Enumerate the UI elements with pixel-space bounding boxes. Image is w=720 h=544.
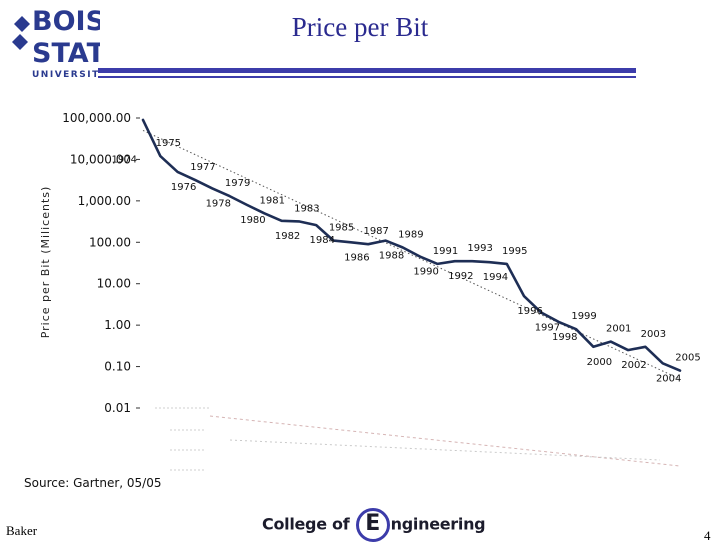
year-data-label: 1982 [275,231,300,242]
header-rule-thick [98,68,636,73]
year-data-label: 1984 [309,235,334,246]
year-data-label: 1985 [329,223,354,234]
logo-word-bottom: UNIVERSITY [32,70,100,80]
year-data-label: 1995 [502,246,527,257]
y-tick-label: 1.00 [104,318,131,332]
college-prefix: College of [262,514,350,534]
year-data-label: 1999 [571,311,596,322]
year-data-label: 1997 [535,323,560,334]
year-data-label: 1996 [517,306,542,317]
year-data-label: 1983 [294,203,319,214]
year-data-label: 2000 [587,357,612,368]
logo-diamond-icon [12,34,28,50]
year-data-label: 1974 [112,154,137,165]
slide-title: Price per Bit [291,12,429,42]
year-data-label: 2004 [656,373,681,384]
y-tick-label: 100.00 [89,235,131,249]
logo-word-middle: STATE [32,38,100,69]
engineering-e-icon: E [355,508,390,542]
year-data-label: 1994 [483,272,508,283]
university-logo: BOISE STATE UNIVERSITY [12,6,100,80]
y-axis-label: Price per Bit (Milicents) [39,186,52,339]
author-footer: Baker [6,523,38,538]
year-data-label: 2002 [621,360,646,371]
year-data-label: 1991 [433,246,458,257]
year-data-label: 1975 [156,138,181,149]
year-data-label: 1977 [190,162,215,173]
year-data-label: 1990 [413,267,438,278]
year-data-label: 1976 [171,182,196,193]
logo-word-top: BOISE [32,6,100,37]
year-data-label: 1998 [552,332,577,343]
year-data-label: 1979 [225,178,250,189]
year-data-label: 1986 [344,252,369,263]
y-tick-label: 10.00 [97,277,131,291]
year-data-label: 2003 [641,329,666,340]
year-data-label: 2005 [675,353,700,364]
y-tick-label: 0.01 [104,401,131,415]
y-tick-label: 100,000.00 [62,111,131,125]
year-data-label: 1978 [206,198,231,209]
year-data-label: 1988 [379,251,404,262]
y-tick-label: 1,000.00 [78,194,131,208]
header-rule-thin [98,76,636,78]
price-series-line [141,118,682,372]
source-note: Source: Gartner, 05/05 [24,476,162,490]
year-data-label: 1980 [240,215,265,226]
trend-line [142,130,681,380]
logo-diamond-icon [14,16,30,32]
year-data-label: 2001 [606,324,631,335]
y-tick-label: 0.10 [104,360,131,374]
year-data-label: 1992 [448,271,473,282]
page-number: 4 [704,528,711,543]
faint-background-artifact [155,407,681,471]
year-data-label: 1993 [467,243,492,254]
year-data-label: 1987 [363,226,388,237]
college-suffix: ngineering [390,514,486,534]
year-data-label: 1989 [398,229,423,240]
year-data-label: 1981 [260,195,285,206]
y-tick-label: 10,000.00 [70,152,131,166]
